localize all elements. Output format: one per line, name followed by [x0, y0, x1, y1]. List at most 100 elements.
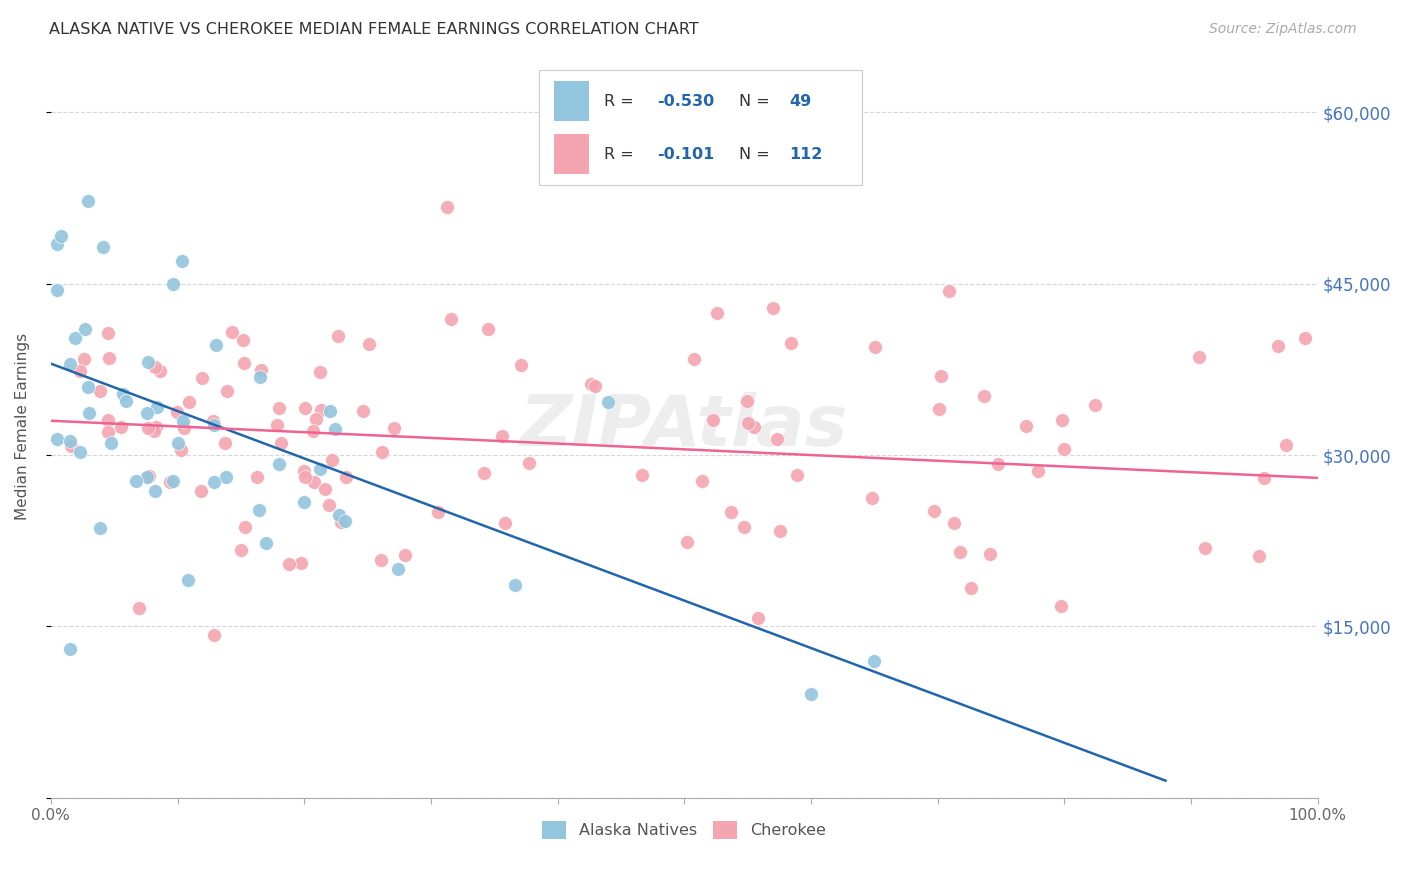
Point	[162, 277, 184, 292]
Point	[97, 413, 120, 427]
Point	[318, 498, 340, 512]
Point	[89, 384, 111, 398]
Point	[690, 474, 713, 488]
Point	[311, 403, 333, 417]
Point	[706, 306, 728, 320]
Point	[125, 474, 148, 488]
Point	[149, 364, 172, 378]
Point	[59, 357, 82, 371]
Point	[73, 322, 96, 336]
Point	[1014, 419, 1036, 434]
Point	[960, 581, 983, 595]
Point	[702, 413, 724, 427]
Point	[46, 432, 69, 446]
Point	[370, 553, 392, 567]
Point	[249, 370, 271, 384]
Point	[69, 445, 91, 459]
Point	[1267, 339, 1289, 353]
Point	[720, 506, 742, 520]
Point	[63, 331, 86, 345]
Point	[59, 642, 82, 657]
Point	[780, 336, 803, 351]
Point	[357, 337, 380, 351]
Point	[138, 469, 160, 483]
Point	[135, 470, 157, 484]
Point	[89, 521, 111, 535]
Point	[329, 516, 352, 530]
Point	[100, 436, 122, 450]
Point	[1053, 442, 1076, 457]
Point	[110, 419, 132, 434]
Text: 112: 112	[789, 146, 823, 161]
Point	[190, 483, 212, 498]
Point	[394, 548, 416, 562]
Point	[172, 253, 194, 268]
Point	[128, 601, 150, 615]
Point	[949, 545, 972, 559]
Point	[352, 403, 374, 417]
Point	[292, 464, 315, 478]
Point	[294, 401, 316, 416]
Point	[73, 351, 96, 366]
Point	[166, 404, 188, 418]
Point	[301, 424, 323, 438]
Point	[77, 194, 100, 208]
Point	[786, 467, 808, 482]
Point	[250, 363, 273, 377]
Point	[145, 420, 167, 434]
Point	[318, 404, 340, 418]
Point	[439, 311, 461, 326]
Text: -0.101: -0.101	[658, 146, 714, 161]
Point	[387, 562, 409, 576]
Point	[742, 420, 765, 434]
Point	[427, 506, 450, 520]
Point	[143, 424, 166, 438]
Point	[583, 379, 606, 393]
Point	[323, 422, 346, 436]
Point	[202, 417, 225, 432]
Point	[943, 516, 966, 530]
Point	[46, 283, 69, 297]
Point	[333, 514, 356, 528]
Text: Source: ZipAtlas.com: Source: ZipAtlas.com	[1209, 22, 1357, 37]
Point	[214, 435, 236, 450]
Point	[136, 355, 159, 369]
Point	[221, 326, 243, 340]
Point	[860, 491, 883, 506]
Point	[308, 365, 330, 379]
Point	[202, 628, 225, 642]
Point	[517, 456, 540, 470]
Point	[270, 436, 292, 450]
Point	[309, 462, 332, 476]
Point	[277, 557, 299, 571]
Point	[929, 369, 952, 384]
Point	[179, 394, 201, 409]
Point	[979, 547, 1001, 561]
Point	[59, 434, 82, 448]
Point	[800, 687, 823, 701]
Point	[115, 393, 138, 408]
Point	[598, 395, 620, 409]
Point	[1275, 437, 1298, 451]
Point	[747, 610, 769, 624]
Point	[1050, 413, 1073, 427]
Point	[201, 414, 224, 428]
Point	[762, 301, 785, 315]
Point	[769, 524, 792, 539]
Text: 49: 49	[789, 94, 811, 109]
Point	[159, 475, 181, 489]
Point	[91, 240, 114, 254]
Point	[491, 429, 513, 443]
Point	[202, 475, 225, 489]
Point	[314, 482, 336, 496]
Legend: Alaska Natives, Cherokee: Alaska Natives, Cherokee	[536, 814, 832, 846]
Point	[922, 504, 945, 518]
Point	[162, 475, 184, 489]
Point	[232, 356, 254, 370]
Point	[1050, 599, 1073, 614]
Point	[863, 341, 886, 355]
Point	[735, 394, 758, 409]
Point	[98, 351, 121, 365]
Point	[145, 400, 167, 414]
Point	[191, 371, 214, 385]
